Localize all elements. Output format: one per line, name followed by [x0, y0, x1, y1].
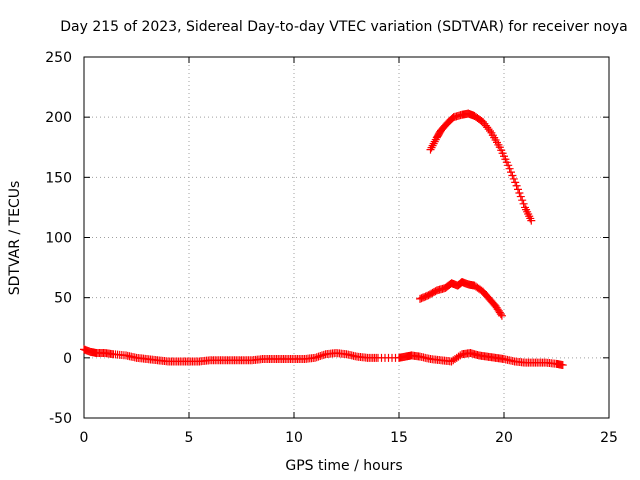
data-point	[496, 310, 505, 319]
data-point	[507, 168, 515, 177]
data-point	[497, 311, 506, 320]
x-tick-label: 0	[80, 430, 89, 446]
y-tick-label: 150	[45, 170, 72, 186]
data-point	[504, 161, 513, 170]
data-point	[314, 352, 323, 361]
axis-ticks: 0 5 10 15 20 25 -50 0 50 100 150 200 250	[45, 50, 618, 446]
data-point	[427, 143, 436, 152]
y-tick-label: 50	[54, 291, 72, 307]
data-point	[428, 141, 437, 150]
data-point	[316, 352, 325, 361]
x-tick-label: 5	[185, 430, 194, 446]
data-point	[505, 164, 514, 173]
data-point	[515, 188, 524, 197]
y-tick-label: 200	[45, 110, 72, 126]
y-tick-label: 100	[45, 231, 72, 247]
data-point	[312, 353, 321, 362]
data-point	[319, 350, 328, 359]
data-point	[426, 145, 435, 154]
data-point	[508, 171, 517, 180]
data-point	[311, 353, 319, 362]
data-point	[429, 139, 438, 148]
y-axis-label: SDTVAR / TECUs	[7, 181, 23, 296]
x-tick-label: 15	[390, 430, 408, 446]
data-point	[486, 127, 494, 136]
series-2	[80, 345, 567, 370]
x-tick-label: 10	[285, 430, 303, 446]
data-point	[318, 351, 326, 360]
data-point	[519, 199, 528, 208]
data-point	[558, 361, 567, 370]
y-tick-label: 250	[45, 50, 72, 66]
data-point	[518, 196, 527, 205]
y-tick-label: -50	[49, 411, 72, 427]
data-point	[511, 178, 520, 187]
data-point	[512, 181, 521, 190]
series-0	[426, 109, 536, 225]
data-point	[509, 174, 518, 183]
series-1	[416, 278, 506, 320]
data-point	[514, 185, 522, 194]
data-point	[527, 216, 536, 225]
data-point	[516, 192, 525, 201]
x-axis-label: GPS time / hours	[285, 458, 402, 474]
x-tick-label: 25	[600, 430, 618, 446]
chart-title: Day 215 of 2023, Sidereal Day-to-day VTE…	[60, 19, 628, 35]
data-marks	[80, 109, 567, 370]
data-point	[430, 137, 439, 146]
x-tick-label: 20	[495, 430, 513, 446]
y-tick-label: 0	[63, 351, 72, 367]
